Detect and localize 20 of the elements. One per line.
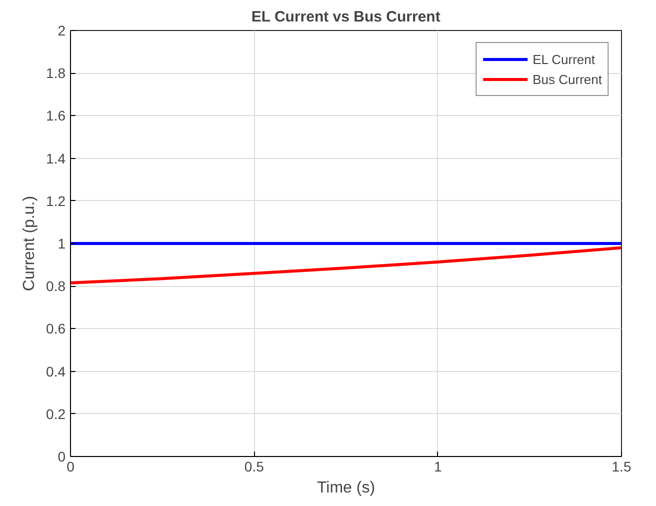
y-tick-label: 0.8 [46, 278, 66, 294]
y-tick-label: 1.6 [46, 108, 66, 124]
y-tick-label: 1 [58, 236, 66, 252]
y-tick-label: 1.2 [46, 192, 66, 209]
chart-title: EL Current vs Bus Current [251, 8, 440, 26]
y-tick-label: 0.4 [46, 363, 66, 380]
y-tick-label: 0 [58, 448, 66, 464]
y-tick-label: 1.8 [46, 65, 66, 82]
y-tick-label: 0.6 [46, 320, 66, 337]
y-tick-label: 1.4 [46, 150, 66, 166]
y-axis-title: Current (p.u.) [21, 196, 38, 292]
y-tick-label: 0.2 [46, 406, 66, 422]
x-tick-label: 0.5 [244, 458, 264, 474]
x-tick-label: 1.5 [612, 458, 632, 474]
x-tick-label: 1 [434, 458, 442, 474]
y-tick-label: 2 [58, 22, 66, 38]
x-axis-title: Time (s) [316, 480, 376, 496]
legend-label: Bus Current [532, 72, 602, 86]
legend-label: EL Current [532, 52, 596, 66]
line-series [70, 246, 622, 284]
